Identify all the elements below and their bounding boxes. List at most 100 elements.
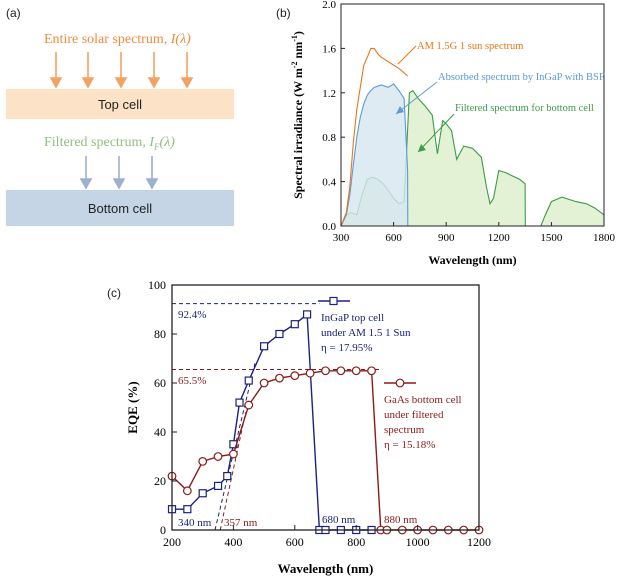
y-label-sup: -1 [290, 35, 299, 42]
y-label-sup: -2 [290, 61, 299, 68]
y-tick-label: 1.2 [322, 88, 336, 100]
plot-frame [340, 3, 605, 227]
down-arrow-icon [49, 52, 63, 89]
data-point [183, 505, 192, 514]
data-point [321, 366, 330, 376]
top-cell-box: Top cell [6, 89, 234, 119]
data-point [260, 342, 269, 351]
x-tick-label: 600 [286, 535, 304, 549]
series-area-1 [341, 83, 408, 227]
solar-arrows [49, 52, 194, 190]
y-axis-label: Spectral irradiance (W m-2 nm-1) [290, 31, 305, 199]
solar-symbol: I(λ) [170, 32, 191, 47]
down-arrow-icon [145, 156, 159, 190]
data-point [275, 329, 284, 339]
annotation-340: 340 nm [178, 517, 212, 529]
y-tick-label: 100 [148, 280, 166, 292]
bottom-cell-box: Bottom cell [6, 190, 234, 226]
annotation-arrow [397, 45, 417, 65]
x-tick-label: 1000 [406, 535, 430, 549]
x-tick-label: 1800 [593, 232, 616, 244]
y-tick-label: 20 [154, 474, 166, 488]
data-point [290, 320, 299, 329]
arrow-head-icon [396, 106, 404, 114]
data-point [198, 456, 208, 466]
data-point [305, 368, 315, 378]
data-point [182, 486, 192, 496]
x-tick-label: 1200 [488, 232, 511, 244]
solar-text: Entire solar spectrum, [44, 32, 168, 47]
legend-text: GaAs bottom cell [384, 394, 462, 406]
filtered-sub: F [154, 141, 160, 152]
down-arrow-icon [114, 52, 128, 89]
y-label-main: Spectral irradiance (W m [291, 68, 305, 199]
data-point [290, 371, 300, 381]
filtered-arg: (λ) [159, 135, 175, 150]
series-line-0 [340, 47, 408, 227]
filtered-symbol: I [149, 135, 155, 150]
legend-text: η = 15.18% [384, 439, 435, 451]
data-point [367, 366, 376, 376]
data-point [223, 472, 232, 481]
x-tick-label: 1200 [467, 535, 491, 549]
top-cell-label: Top cell [97, 96, 143, 112]
data-point [302, 310, 312, 319]
annotation-680: 680 nm [322, 514, 356, 526]
data-point [259, 378, 269, 388]
annotation-arrow [395, 81, 438, 115]
down-arrow-icon [180, 52, 194, 89]
legend-text: InGaP top cell [321, 312, 384, 324]
y-axis-label: EQE (%) [125, 381, 140, 433]
annotation-65: 65.5% [178, 375, 206, 387]
y-tick-label: 1.6 [322, 43, 336, 55]
down-arrow-icon [112, 156, 126, 190]
y-tick-label: 80 [154, 327, 166, 341]
legend-marker [395, 378, 405, 388]
data-point [228, 449, 238, 459]
y-label-mid: nm [291, 42, 305, 62]
spectral-irradiance-chart: 300 600 900 1200 1500 1800 0.0 0.4 0.8 1.2 1.6 2.0 W… [290, 0, 616, 267]
solar-spectrum-label: Entire solar spectrum, I(λ) [44, 32, 191, 48]
x-tick-label: 900 [438, 232, 455, 244]
bottom-cell-label: Bottom cell [87, 200, 153, 216]
data-point [244, 400, 254, 410]
data-point [275, 373, 284, 383]
legend-text: spectrum [384, 424, 425, 436]
panel-a-label: (a) [6, 6, 21, 20]
down-arrow-icon [79, 156, 93, 190]
data-point [213, 481, 223, 490]
annotation-92: 92.4% [178, 309, 206, 321]
x-axis-label: Wavelength (nm) [278, 561, 374, 576]
y-tick-label: 60 [154, 376, 166, 390]
panel-c-label: (c) [107, 286, 121, 300]
y-tick-label: 2.0 [322, 0, 336, 11]
annotation-880: 880 nm [384, 514, 418, 526]
filtered-spectrum-label: Filtered spectrum, IF(λ) [44, 135, 175, 152]
legend-text: under AM 1.5 1 Sun [321, 327, 411, 339]
legend-marker [329, 296, 338, 306]
annotation-am15: AM 1.5G 1 sun spectrum [417, 41, 523, 52]
annotation-filtered: Filtered spectrum for bottom cell [455, 103, 594, 114]
x-tick-label: 300 [333, 232, 350, 244]
y-tick-label: 0.8 [322, 132, 336, 144]
data-point [244, 376, 253, 385]
data-point [336, 366, 346, 376]
annotation-357: 357 nm [224, 517, 258, 529]
panel-b-label: (b) [276, 6, 291, 20]
x-tick-label: 600 [385, 232, 402, 244]
legend-text: η = 17.95% [321, 342, 372, 354]
y-label-end: ) [291, 31, 305, 35]
y-tick-label: 0.4 [322, 177, 336, 189]
y-tick-label: 0.0 [322, 221, 336, 233]
arrow-head-icon [418, 144, 426, 152]
series-line-1 [340, 83, 409, 227]
data-point [198, 489, 207, 498]
y-tick-label: 40 [154, 425, 166, 439]
x-tick-label: 1500 [540, 232, 563, 244]
x-axis-label: Wavelength (nm) [428, 253, 516, 267]
down-arrow-icon [81, 52, 95, 89]
data-point [235, 398, 244, 407]
filtered-text: Filtered spectrum, [44, 135, 146, 150]
down-arrow-icon [147, 52, 161, 89]
